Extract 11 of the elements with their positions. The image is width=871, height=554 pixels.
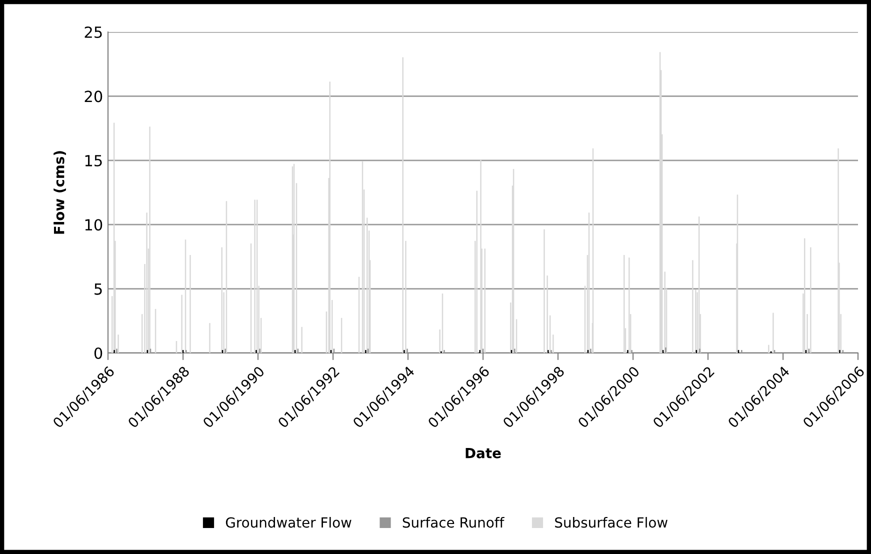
y-axis-title: Flow (cms)	[54, 151, 66, 234]
y-tick-label: 20	[84, 90, 102, 102]
y-tick-label: 10	[85, 219, 102, 231]
legend-label: Groundwater Flow	[226, 516, 352, 528]
y-tick-label: 0	[94, 347, 102, 360]
legend-label: Surface Runoff	[402, 516, 504, 528]
y-tick-label: 25	[84, 26, 102, 38]
y-tick-label: 15	[85, 155, 102, 166]
legend-label: Subsurface Flow	[555, 516, 668, 528]
y-tick-label: 5	[94, 283, 102, 295]
x-axis-title: Date	[466, 448, 501, 458]
